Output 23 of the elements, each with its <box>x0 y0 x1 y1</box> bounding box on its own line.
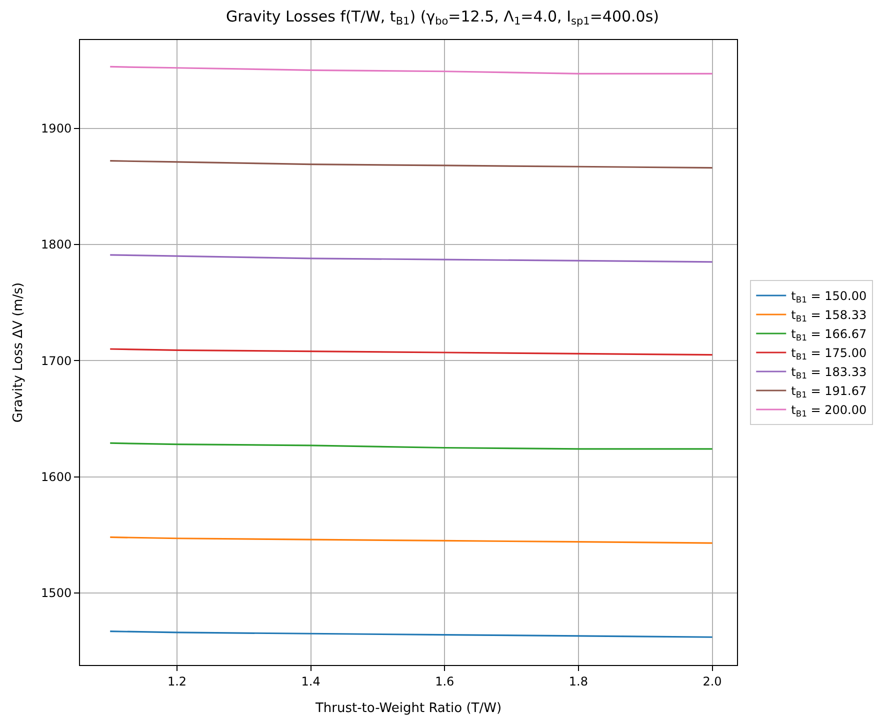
y-axis-title: Gravity Loss ΔV (m/s) <box>11 282 26 423</box>
legend-label: t$_{B1}$ = 183.33 <box>791 365 867 381</box>
y-tick-label: 1800 <box>41 238 72 252</box>
legend-label: t$_{B1}$ = 200.00 <box>791 403 867 419</box>
x-tick-label: 1.2 <box>167 674 187 688</box>
y-tick-label: 1900 <box>41 121 72 136</box>
legend-label: t$_{B1}$ = 150.00 <box>791 289 867 305</box>
chart-title: Gravity Losses f(T/W, t$_{B1}$) (γ$_{bo}$=12.5, Λ$_{1}$=4.0, I$_{sp1}$=400.0s) <box>226 7 660 28</box>
x-tick-label: 2.0 <box>702 674 722 688</box>
legend-label: t$_{B1}$ = 158.33 <box>791 308 867 324</box>
legend-label: t$_{B1}$ = 175.00 <box>791 346 867 362</box>
x-tick-label: 1.8 <box>568 674 588 688</box>
y-tick-label: 1500 <box>41 586 72 600</box>
legend-label: t$_{B1}$ = 166.67 <box>791 327 867 343</box>
line-series <box>109 66 714 74</box>
x-tick-label: 1.4 <box>301 674 320 688</box>
line-series <box>109 160 714 169</box>
y-tick-label: 1700 <box>41 354 72 368</box>
line-series <box>109 254 714 263</box>
x-tick-label: 1.6 <box>435 674 454 688</box>
x-axis-title: Thrust-to-Weight Ratio (T/W) <box>314 701 502 716</box>
legend-label: t$_{B1}$ = 191.67 <box>791 384 867 400</box>
y-tick-label: 1600 <box>41 470 72 484</box>
